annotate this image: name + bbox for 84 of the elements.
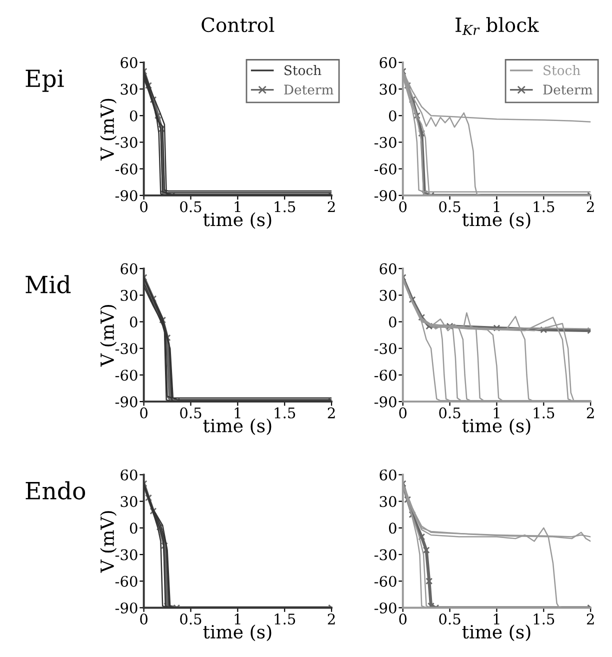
- y-tick-label: 0: [130, 110, 138, 122]
- y-tick-label: -90: [115, 190, 138, 202]
- text: Epi: [26, 70, 64, 92]
- y-tick-label: -60: [374, 576, 396, 587]
- y-tick-label: -90: [115, 602, 138, 614]
- y-tick-label: 0: [130, 522, 138, 534]
- x-tick-label: 0.5: [180, 201, 202, 212]
- y-tick-label: -30: [374, 549, 396, 560]
- x-tick-label: 2: [328, 407, 335, 418]
- y-tick-label: -30: [115, 549, 138, 560]
- x-tick-label: 0: [399, 201, 407, 212]
- y-tick-label: 0: [388, 522, 396, 534]
- y-axis-title: V (mV): [100, 98, 117, 161]
- y-tick-label: 60: [120, 263, 138, 274]
- y-tick-label: 60: [120, 57, 138, 68]
- x-tick-label: 0: [140, 201, 148, 212]
- x-tick-label: 1: [494, 201, 500, 212]
- y-tick-label: 30: [380, 84, 396, 95]
- legend-label: Determ: [543, 84, 592, 95]
- x-tick-label: 0: [140, 407, 148, 418]
- y-tick-label: 60: [380, 57, 396, 68]
- y-tick-label: 30: [380, 496, 396, 508]
- x-axis-title: time (s): [462, 212, 530, 229]
- y-tick-label: -30: [115, 343, 138, 354]
- y-tick-label: -60: [115, 370, 138, 381]
- y-tick-label: 30: [120, 84, 138, 95]
- y-tick-label: -30: [374, 343, 396, 354]
- x-tick-label: 0.5: [180, 407, 202, 418]
- y-tick-label: 60: [380, 469, 396, 480]
- x-tick-label: 1: [494, 614, 500, 624]
- y-tick-label: 30: [380, 290, 396, 301]
- x-tick-label: 0.5: [439, 614, 460, 625]
- legend-label: Determ: [284, 84, 334, 95]
- x-tick-label: 0: [399, 407, 407, 418]
- chart-title: I$_{Kr}$ block: [456, 17, 539, 35]
- x-tick-label: 1.5: [274, 407, 296, 418]
- x-tick-label: 1: [234, 407, 240, 418]
- y-tick-label: 30: [120, 290, 138, 301]
- x-tick-label: 0.5: [439, 201, 460, 212]
- y-axis-title: V (mV): [100, 511, 117, 573]
- y-tick-label: 60: [380, 263, 396, 274]
- y-tick-label: 60: [120, 469, 138, 480]
- y-tick-label: 0: [388, 316, 396, 328]
- x-tick-label: 1.5: [534, 614, 554, 625]
- chart-title: Control: [202, 17, 274, 32]
- y-tick-label: -30: [374, 136, 396, 148]
- x-tick-label: 2: [586, 407, 594, 418]
- x-tick-label: 2: [586, 201, 594, 212]
- x-tick-label: 0: [140, 614, 148, 625]
- x-tick-label: 0.5: [439, 407, 460, 418]
- y-tick-label: -90: [374, 396, 396, 408]
- x-tick-label: 1.5: [534, 201, 554, 212]
- y-tick-label: 0: [130, 316, 138, 328]
- x-axis-title: time (s): [203, 624, 272, 642]
- y-tick-label: -90: [374, 190, 396, 202]
- x-axis-title: time (s): [462, 418, 530, 435]
- x-axis-title: time (s): [462, 624, 530, 642]
- legend-label: Stoch: [284, 65, 322, 76]
- y-tick-label: 30: [120, 496, 138, 508]
- y-axis-title: V (mV): [100, 304, 117, 367]
- x-tick-label: 1: [234, 614, 240, 624]
- x-tick-label: 1.5: [274, 201, 296, 212]
- x-tick-label: 1.5: [534, 407, 554, 418]
- x-axis-title: time (s): [203, 212, 272, 229]
- y-tick-label: -60: [115, 576, 138, 587]
- y-tick-label: -90: [374, 602, 396, 614]
- y-tick-label: -60: [115, 164, 138, 175]
- y-tick-label: -60: [374, 370, 396, 381]
- text: Endo: [26, 481, 86, 500]
- x-tick-label: 1: [494, 407, 500, 418]
- y-tick-label: -90: [115, 396, 138, 408]
- x-tick-label: 2: [328, 201, 335, 212]
- x-tick-label: 1: [234, 201, 240, 212]
- text: Mid: [26, 275, 71, 294]
- x-tick-label: 2: [328, 614, 335, 624]
- y-tick-label: -30: [115, 136, 138, 148]
- y-tick-label: 0: [388, 110, 396, 122]
- legend-label: Stoch: [544, 65, 580, 76]
- x-tick-label: 0.5: [180, 614, 202, 625]
- x-tick-label: 0: [399, 614, 407, 625]
- x-tick-label: 2: [586, 614, 594, 624]
- x-tick-label: 1.5: [274, 614, 296, 625]
- y-tick-label: -60: [374, 164, 396, 175]
- x-axis-title: time (s): [203, 418, 272, 435]
